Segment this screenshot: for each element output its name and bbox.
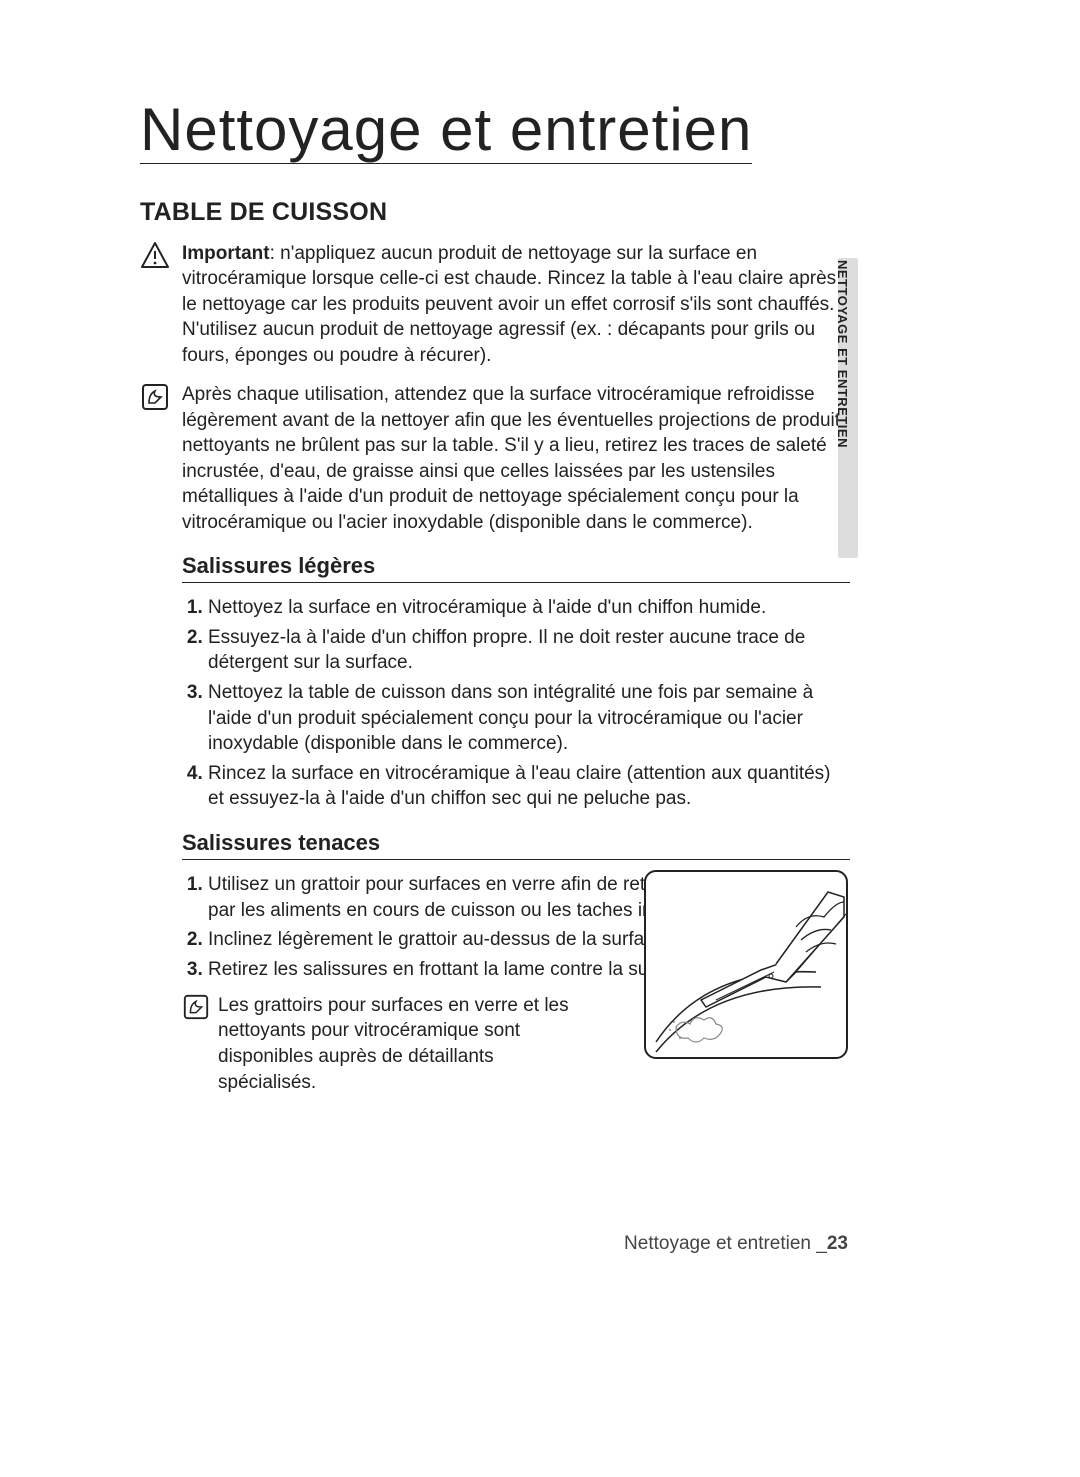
subheading-salissures-legeres: Salissures légères xyxy=(182,553,850,583)
note-block-1: Après chaque utilisation, attendez que l… xyxy=(140,382,850,535)
steps-salissures-legeres: Nettoyez la surface en vitrocéramique à … xyxy=(182,595,850,812)
section-heading-table-de-cuisson: TABLE DE CUISSON xyxy=(140,198,850,227)
footer-label: Nettoyage et entretien _ xyxy=(624,1233,827,1254)
important-text: : n'appliquez aucun produit de nettoyage… xyxy=(182,243,836,366)
important-block: Important: n'appliquez aucun produit de … xyxy=(140,241,850,368)
note-icon xyxy=(182,993,210,1021)
note-text-1: Après chaque utilisation, attendez que l… xyxy=(182,382,850,535)
subheading-salissures-tenaces: Salissures tenaces xyxy=(182,830,850,860)
warning-icon xyxy=(140,241,170,269)
list-item: Nettoyez la surface en vitrocéramique à … xyxy=(208,595,850,621)
list-item: Rincez la surface en vitrocéramique à l'… xyxy=(208,761,850,812)
note-text-2: Les grattoirs pour surfaces en verre et … xyxy=(218,993,588,1096)
side-tab-label: NETTOYAGE ET ENTRETIEN xyxy=(835,260,850,448)
list-item: Essuyez-la à l'aide d'un chiffon propre.… xyxy=(208,625,850,676)
note-icon xyxy=(140,382,170,412)
scraper-illustration xyxy=(644,870,848,1059)
page-title: Nettoyage et entretien xyxy=(140,98,752,164)
page-footer: Nettoyage et entretien _23 xyxy=(624,1233,848,1255)
important-label: Important xyxy=(182,243,270,264)
footer-page-number: 23 xyxy=(827,1233,848,1254)
list-item: Nettoyez la table de cuisson dans son in… xyxy=(208,680,850,757)
